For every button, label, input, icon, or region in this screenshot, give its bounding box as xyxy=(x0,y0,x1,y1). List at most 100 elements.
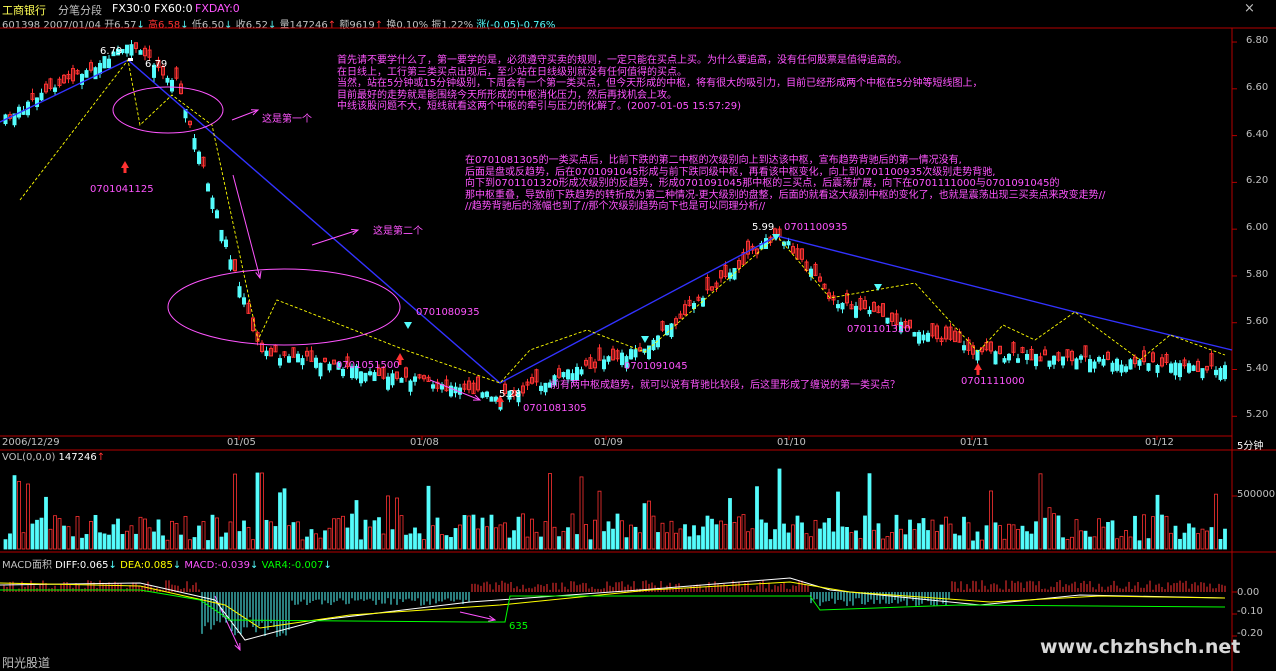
candle xyxy=(1020,347,1025,353)
volume-bar xyxy=(336,518,341,550)
price-tick-label: 5.60 xyxy=(1246,315,1269,327)
period-label[interactable]: 5分钟 xyxy=(1237,441,1264,452)
date-tick-label: 2006/12/29 xyxy=(2,437,60,448)
candle xyxy=(903,321,908,329)
volume-bar xyxy=(318,537,323,550)
candle xyxy=(1137,360,1142,366)
volume-bar xyxy=(1169,532,1173,550)
volume-bar xyxy=(552,526,557,550)
volume-bar xyxy=(71,536,75,550)
candle xyxy=(867,309,872,315)
volume-bar xyxy=(737,516,741,550)
price-tick-label: 5.80 xyxy=(1246,268,1269,280)
candle xyxy=(377,367,381,377)
volume-bar xyxy=(188,539,192,550)
center-ellipse xyxy=(112,86,224,134)
volume-bar xyxy=(624,537,629,550)
volume-bar xyxy=(597,490,602,550)
volume-bar xyxy=(1043,517,1047,550)
volume-bar xyxy=(399,515,404,550)
volume-bar xyxy=(242,520,246,550)
volume-bar xyxy=(1142,514,1146,550)
candle xyxy=(422,375,426,380)
volume-bar xyxy=(593,519,597,550)
candle xyxy=(359,371,363,384)
candle xyxy=(890,312,894,322)
volume-bar xyxy=(197,525,201,550)
var4-value: VAR4:-0.007 xyxy=(261,560,324,571)
volume-bar xyxy=(1223,528,1227,550)
volume-bar xyxy=(791,524,795,550)
volume-bar xyxy=(863,515,867,550)
candle xyxy=(1191,365,1196,371)
buy-arrow-icon xyxy=(974,363,982,370)
volume-bar xyxy=(732,522,737,550)
volume-bar xyxy=(764,522,768,550)
candle xyxy=(1160,357,1164,367)
volume-bar xyxy=(147,527,152,550)
price-tick-label: 6.80 xyxy=(1246,35,1269,47)
candle xyxy=(687,299,692,307)
candle xyxy=(1169,363,1173,373)
candle xyxy=(1070,350,1074,362)
candle xyxy=(944,326,948,340)
candle xyxy=(1079,355,1083,360)
candle xyxy=(480,392,485,398)
volume-bar xyxy=(489,514,494,550)
volume-bar xyxy=(1110,520,1115,550)
candle xyxy=(503,383,507,395)
annotation-line: //趋势背驰后的涨幅也到了//那个次级别趋势向下也是可以同理分析// xyxy=(465,201,766,213)
volume-bar xyxy=(642,503,647,550)
candle xyxy=(989,341,993,352)
volume-bar xyxy=(570,513,575,550)
candle xyxy=(953,330,957,343)
candle xyxy=(197,151,201,164)
candle xyxy=(471,382,476,395)
arrow-down-icon: ↓ xyxy=(172,560,182,571)
mid-annotation-block: 在0701081305的一类买点后，比前下跌的第二中枢的次级别向上到达该中枢，宣… xyxy=(465,155,1105,213)
stock-name[interactable]: 工商银行 xyxy=(2,4,46,17)
date-tick-label: 01/11 xyxy=(960,437,989,448)
candle xyxy=(1142,350,1146,363)
annotation-line: 中线该股问题不大，短线就看这两个中枢的牵引与压力的化解了。(2007-01-05… xyxy=(337,101,742,113)
volume-bar xyxy=(98,532,102,550)
candle xyxy=(669,323,674,338)
volume-bar xyxy=(107,534,111,550)
candle xyxy=(134,42,138,49)
volume-bar xyxy=(372,520,377,550)
candle xyxy=(1205,365,1209,371)
candle xyxy=(1209,353,1214,367)
volume-bar xyxy=(120,534,125,550)
volume-bar xyxy=(1178,538,1182,550)
change-value: 涨(-0.05)-0.76% xyxy=(476,20,556,31)
candle xyxy=(35,97,39,107)
candle xyxy=(260,342,264,352)
volume-bar xyxy=(674,532,678,550)
volume-bar xyxy=(1007,523,1011,550)
candle xyxy=(719,270,723,279)
candle xyxy=(386,376,390,390)
close-icon[interactable]: × xyxy=(1244,1,1255,16)
volume-bar xyxy=(872,529,876,550)
volume-bar xyxy=(246,527,251,550)
volume-bar xyxy=(1155,494,1160,550)
volume-bar xyxy=(962,516,966,550)
candle xyxy=(98,62,102,75)
candle xyxy=(255,332,260,342)
volume-bar xyxy=(912,529,917,550)
candle xyxy=(1218,367,1223,380)
low-value: 低6.50 xyxy=(191,20,225,31)
arrow-down-icon: ↓ xyxy=(224,20,233,31)
volume-bar xyxy=(264,519,269,550)
volume-bar xyxy=(723,523,728,550)
volume-bar xyxy=(1119,536,1124,550)
candle xyxy=(305,350,309,357)
candle xyxy=(188,120,192,126)
arrow-head xyxy=(255,271,262,280)
volume-bar xyxy=(957,535,962,550)
volume-bar xyxy=(935,531,939,550)
candle xyxy=(939,337,944,342)
volume-bar xyxy=(404,534,408,550)
high-mark: 6.79 xyxy=(100,46,123,57)
candle xyxy=(215,210,219,219)
